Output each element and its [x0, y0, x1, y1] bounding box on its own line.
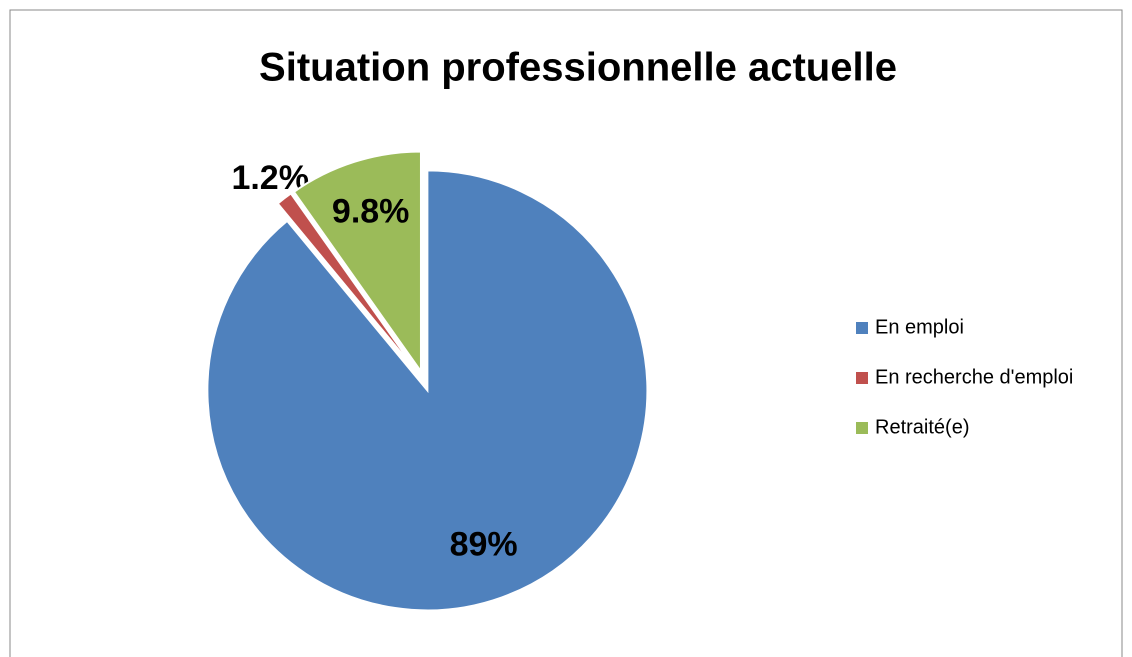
pie-slice	[206, 169, 649, 612]
legend-label: Retraité(e)	[875, 416, 969, 438]
legend-label: En emploi	[875, 316, 964, 338]
data-label: 89%	[450, 526, 518, 564]
pie-slice	[276, 192, 419, 374]
legend-swatch	[856, 422, 868, 434]
legend-swatch	[856, 372, 868, 384]
pie-slice	[292, 150, 422, 375]
data-label: 9.8%	[332, 192, 410, 230]
legend-label: En recherche d'emploi	[875, 366, 1073, 388]
legend-swatch	[856, 322, 868, 334]
chart-title: Situation professionnelle actuelle	[259, 46, 897, 90]
